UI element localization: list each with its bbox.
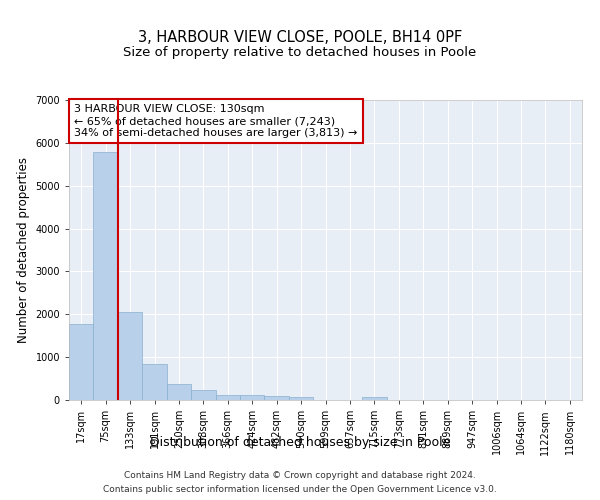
Bar	[94, 152, 118, 400]
Bar	[191, 390, 215, 400]
Bar	[289, 397, 313, 400]
Bar	[118, 312, 142, 400]
Bar	[265, 396, 289, 400]
Text: Distribution of detached houses by size in Poole: Distribution of detached houses by size …	[150, 436, 450, 449]
Bar	[215, 395, 240, 400]
Text: Size of property relative to detached houses in Poole: Size of property relative to detached ho…	[124, 46, 476, 59]
Bar	[69, 324, 94, 400]
Bar	[240, 396, 265, 400]
Bar	[167, 384, 191, 400]
Bar	[362, 397, 386, 400]
Y-axis label: Number of detached properties: Number of detached properties	[17, 157, 30, 343]
Text: 3, HARBOUR VIEW CLOSE, POOLE, BH14 0PF: 3, HARBOUR VIEW CLOSE, POOLE, BH14 0PF	[138, 30, 462, 45]
Text: Contains HM Land Registry data © Crown copyright and database right 2024.: Contains HM Land Registry data © Crown c…	[124, 472, 476, 480]
Text: 3 HARBOUR VIEW CLOSE: 130sqm
← 65% of detached houses are smaller (7,243)
34% of: 3 HARBOUR VIEW CLOSE: 130sqm ← 65% of de…	[74, 104, 358, 138]
Text: Contains public sector information licensed under the Open Government Licence v3: Contains public sector information licen…	[103, 484, 497, 494]
Bar	[142, 364, 167, 400]
